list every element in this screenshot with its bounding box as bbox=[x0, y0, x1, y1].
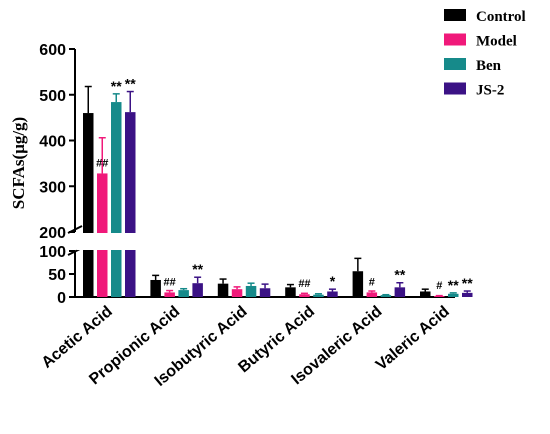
bar bbox=[327, 291, 338, 297]
bar bbox=[313, 294, 324, 297]
legend-swatch bbox=[444, 58, 466, 70]
significance-label: ** bbox=[111, 78, 122, 94]
significance-label: ## bbox=[96, 157, 108, 169]
significance-label: ** bbox=[448, 277, 459, 293]
significance-label: # bbox=[436, 280, 442, 292]
y-tick-label: 500 bbox=[39, 88, 66, 105]
y-tick-label: 0 bbox=[57, 290, 66, 307]
bar bbox=[285, 287, 296, 297]
significance-label: ** bbox=[125, 76, 136, 92]
legend-label: Ben bbox=[476, 58, 502, 74]
significance-label: * bbox=[330, 273, 336, 289]
y-tick-label: 200 bbox=[39, 225, 66, 242]
significance-label: ** bbox=[462, 275, 473, 291]
significance-label: ## bbox=[164, 276, 176, 288]
legend-swatch bbox=[444, 33, 466, 46]
legend-label: Control bbox=[476, 9, 526, 25]
y-ticks: 200 300 400 500 600 0 50 100 bbox=[39, 42, 75, 307]
bar bbox=[352, 271, 364, 297]
legend-swatch bbox=[444, 82, 466, 95]
significance-label: ## bbox=[298, 278, 310, 290]
y-axis-label: SCFAs(μg/g) bbox=[9, 117, 28, 209]
bar bbox=[150, 279, 161, 297]
y-tick-label: 50 bbox=[48, 267, 66, 284]
axis-break-gap bbox=[76, 233, 149, 250]
bar bbox=[125, 112, 136, 297]
bar bbox=[231, 289, 243, 297]
bar bbox=[380, 295, 392, 297]
legend-label: JS-2 bbox=[476, 83, 504, 99]
legend-swatch bbox=[444, 9, 466, 21]
legend: Control Model Ben JS-2 bbox=[444, 9, 526, 99]
bar bbox=[448, 293, 459, 297]
bar bbox=[434, 296, 445, 297]
bar bbox=[394, 287, 406, 297]
y-tick-label: 400 bbox=[39, 134, 66, 151]
bar bbox=[217, 283, 229, 297]
significance-label: ** bbox=[394, 267, 405, 283]
bar bbox=[83, 113, 94, 297]
category-label: Valeric Acid bbox=[373, 303, 453, 374]
y-tick-label: 100 bbox=[39, 244, 66, 261]
bar bbox=[366, 292, 378, 297]
bars: ##** **##**## * # **# ** ** bbox=[76, 76, 473, 297]
y-tick-label: 300 bbox=[39, 179, 66, 196]
bar bbox=[462, 292, 473, 297]
bar bbox=[245, 285, 257, 297]
bar bbox=[164, 292, 175, 297]
significance-label: # bbox=[369, 276, 375, 288]
legend-label: Model bbox=[476, 34, 517, 50]
bar bbox=[299, 294, 310, 297]
bar bbox=[192, 283, 203, 297]
bar bbox=[111, 102, 122, 297]
y-tick-label: 600 bbox=[39, 42, 66, 59]
significance-label: ** bbox=[192, 261, 203, 277]
bar bbox=[178, 290, 189, 297]
bar bbox=[420, 291, 431, 297]
bar bbox=[259, 288, 271, 297]
